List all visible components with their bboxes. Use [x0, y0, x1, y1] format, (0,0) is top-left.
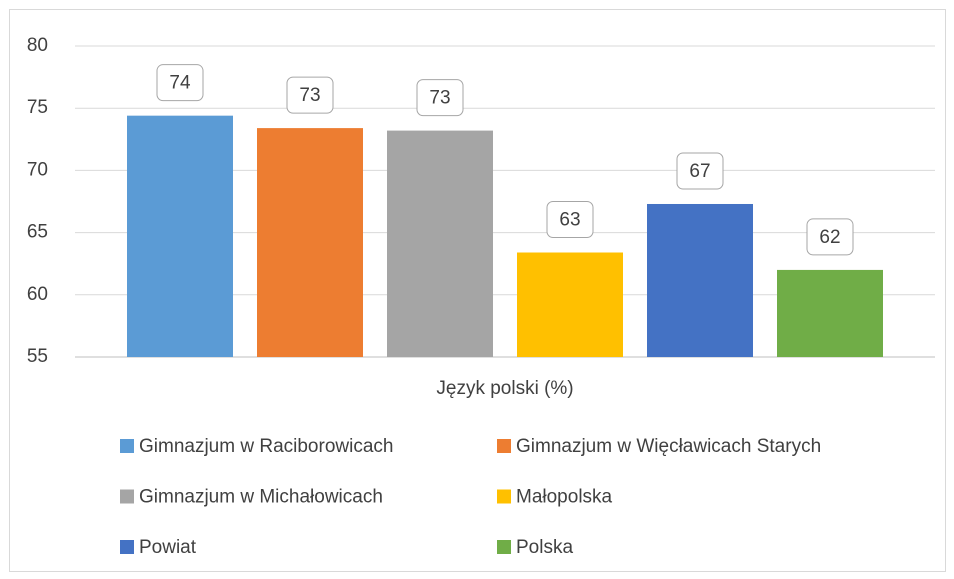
- legend-swatch: [497, 540, 511, 554]
- data-label-box: [546, 201, 594, 239]
- legend-swatch: [497, 439, 511, 453]
- data-label: 67: [689, 161, 710, 182]
- legend-swatch: [120, 489, 134, 504]
- data-label-box: [416, 79, 464, 117]
- bar: [517, 252, 623, 357]
- data-label-box: [676, 152, 724, 190]
- data-label: 62: [819, 227, 840, 248]
- x-axis-label: Język polski (%): [436, 378, 573, 399]
- legend-swatch: [120, 540, 134, 554]
- data-label: 73: [429, 88, 450, 109]
- legend-label: Gimnazjum w Raciborowicach: [139, 436, 393, 457]
- legend-label: Powiat: [139, 537, 197, 558]
- data-label-box: [286, 76, 334, 114]
- y-tick-label: 65: [27, 222, 48, 243]
- y-tick-label: 55: [27, 346, 48, 367]
- legend-label: Gimnazjum w Michałowicach: [139, 487, 383, 508]
- legend-label: Polska: [516, 537, 573, 558]
- data-label: 63: [559, 210, 580, 231]
- data-label-box: [806, 218, 854, 256]
- bar: [777, 269, 883, 357]
- legend-swatch: [120, 439, 134, 453]
- data-label: 74: [169, 73, 191, 94]
- bar: [257, 128, 363, 357]
- y-tick-label: 60: [27, 284, 48, 305]
- y-tick-label: 70: [27, 159, 48, 180]
- bar: [647, 203, 753, 357]
- bar: [127, 115, 233, 357]
- data-label-box: [156, 64, 204, 102]
- legend-label: Małopolska: [516, 487, 613, 508]
- y-tick-label: 80: [27, 35, 48, 56]
- y-tick-label: 75: [27, 97, 48, 118]
- legend-swatch: [497, 489, 511, 504]
- legend-label: Gimnazjum w Więcławicach Starych: [516, 436, 821, 457]
- data-label: 73: [299, 85, 320, 106]
- bar: [387, 130, 493, 357]
